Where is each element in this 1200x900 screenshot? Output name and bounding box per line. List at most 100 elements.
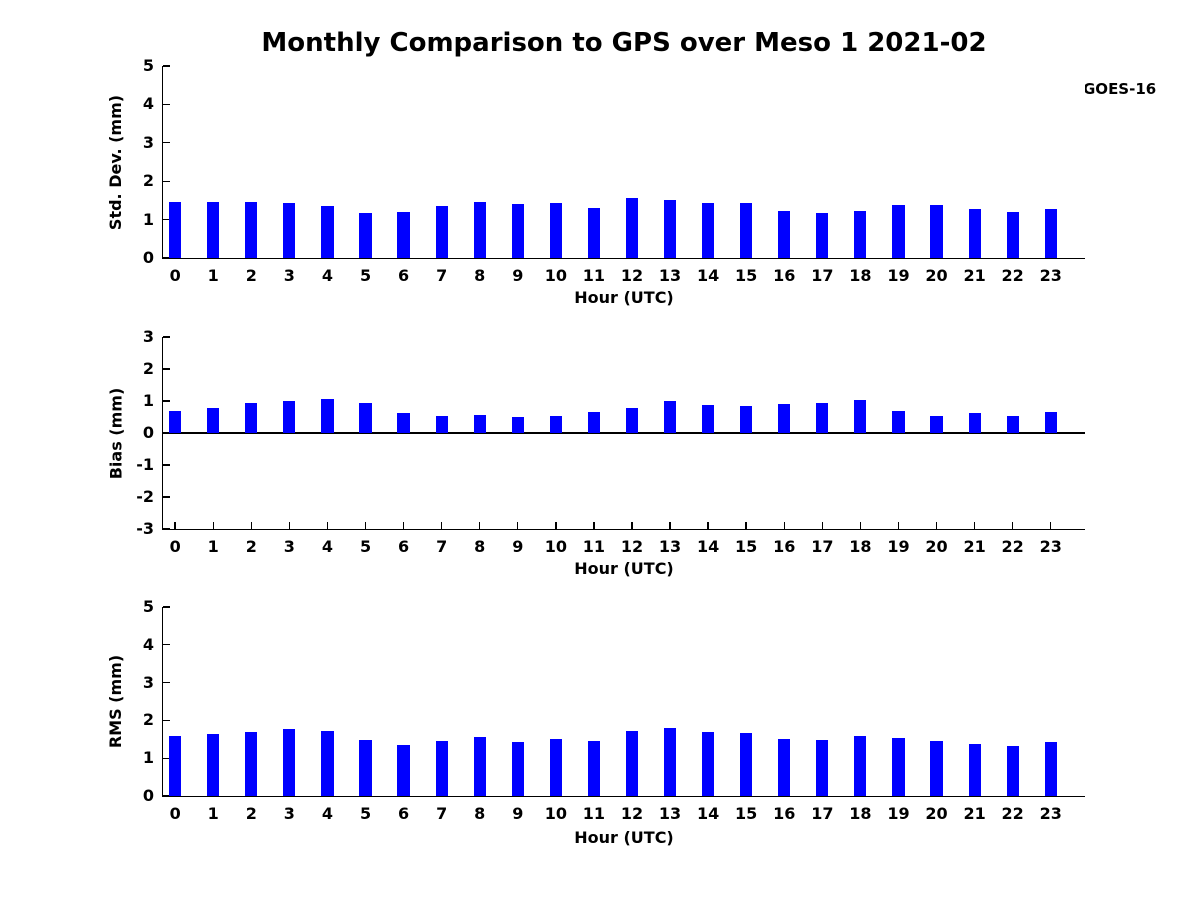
x-tick-label: 9 (512, 804, 524, 823)
bar-hour-1 (207, 201, 220, 258)
bar-hour-14 (702, 732, 715, 796)
y-tick-mark (163, 218, 170, 221)
x-tick-label: 10 (544, 266, 567, 285)
y-tick-mark (163, 400, 170, 402)
y-axis-line (162, 607, 164, 796)
bar-hour-12 (625, 408, 639, 433)
y-tick-label: 4 (142, 94, 154, 114)
x-tick-mark (1011, 522, 1014, 529)
bar-hour-18 (854, 400, 867, 433)
x-tick-mark (174, 522, 176, 529)
x-tick-label: 20 (925, 537, 948, 556)
x-tick-mark (1050, 522, 1052, 529)
y-tick-label: -3 (136, 519, 154, 538)
y-tick-label: 5 (142, 597, 154, 616)
x-tick-mark (707, 522, 709, 529)
x-tick-label: 12 (620, 537, 644, 556)
x-tick-label: 8 (474, 537, 486, 556)
bar-hour-23 (1044, 741, 1057, 796)
bar-hour-13 (663, 200, 677, 258)
x-tick-label: 1 (207, 266, 219, 285)
bar-hour-3 (283, 729, 296, 796)
x-tick-label: 22 (1001, 266, 1024, 285)
x-tick-label: 14 (696, 537, 720, 556)
x-tick-mark (440, 522, 443, 529)
bar-hour-2 (245, 402, 258, 433)
bar-hour-8 (473, 737, 486, 796)
y-tick-mark (163, 795, 170, 797)
bar-hour-16 (778, 738, 791, 796)
y-tick-mark (163, 528, 170, 530)
x-tick-label: 2 (245, 804, 257, 823)
y-axis-line (162, 66, 164, 258)
x-tick-label: 12 (620, 804, 644, 823)
x-tick-label: 19 (887, 804, 910, 823)
x-tick-label: 19 (887, 266, 910, 285)
x-tick-label: 9 (512, 537, 524, 556)
y-tick-mark (163, 606, 170, 608)
x-tick-label: 13 (658, 537, 682, 556)
x-tick-mark (669, 522, 671, 529)
x-tick-mark (631, 522, 633, 529)
x-tick-label: 14 (696, 266, 720, 285)
x-tick-label: 17 (811, 804, 834, 823)
x-tick-label: 7 (436, 266, 448, 285)
y-tick-label: 2 (142, 710, 154, 730)
x-tick-label: 6 (398, 537, 410, 556)
bar-hour-9 (511, 741, 524, 796)
bar-hour-21 (968, 744, 981, 796)
x-tick-label: 4 (321, 804, 333, 823)
x-tick-label: 17 (811, 266, 834, 285)
x-tick-mark (212, 522, 214, 529)
x-tick-label: 3 (283, 537, 295, 556)
bar-hour-5 (359, 740, 372, 796)
bar-hour-17 (816, 212, 829, 258)
bar-hour-15 (740, 732, 753, 796)
x-tick-mark (326, 522, 329, 529)
bar-hour-13 (663, 727, 677, 796)
x-tick-label: 9 (512, 266, 524, 285)
x-tick-label: 15 (735, 804, 758, 823)
y-tick-label: 2 (142, 359, 154, 378)
x-tick-label: 16 (773, 537, 796, 556)
x-tick-mark (973, 522, 976, 529)
bar-hour-17 (816, 740, 829, 796)
y-tick-mark (163, 681, 170, 684)
bar-hour-14 (702, 202, 715, 258)
x-tick-mark (897, 522, 900, 529)
x-tick-mark (593, 522, 595, 529)
y-tick-mark (163, 464, 170, 466)
x-tick-label: 23 (1039, 804, 1062, 823)
bar-hour-4 (321, 730, 334, 796)
x-tick-mark (555, 522, 557, 529)
bar-hour-18 (854, 736, 867, 796)
figure-title: Monthly Comparison to GPS over Meso 1 20… (261, 28, 987, 58)
x-tick-label: 7 (436, 537, 448, 556)
bar-hour-4 (321, 399, 334, 433)
bar-hour-7 (435, 205, 448, 258)
x-tick-label: 16 (773, 804, 796, 823)
y-tick-mark (163, 180, 170, 182)
bar-hour-9 (511, 417, 524, 433)
y-tick-label: 1 (142, 391, 154, 410)
bar-hour-20 (930, 205, 943, 258)
x-tick-label: 18 (849, 266, 872, 285)
bar-hour-22 (1006, 212, 1019, 258)
bar-hour-15 (740, 405, 753, 433)
y-tick-label: 4 (142, 634, 154, 654)
bar-hour-2 (245, 731, 258, 796)
y-tick-label: 0 (142, 423, 154, 442)
y-tick-mark (163, 336, 170, 338)
x-tick-label: 5 (359, 537, 372, 556)
y-tick-mark (163, 719, 170, 722)
y-tick-label: -2 (136, 487, 154, 506)
bar-hour-21 (968, 209, 981, 258)
x-tick-label: 22 (1001, 804, 1024, 823)
x-tick-label: 6 (398, 804, 410, 823)
y-tick-mark (163, 496, 170, 498)
y-tick-mark (163, 65, 170, 67)
bar-hour-13 (663, 400, 677, 433)
x-tick-label: 4 (321, 537, 333, 556)
bar-hour-6 (397, 744, 410, 796)
bar-hour-10 (549, 203, 562, 258)
